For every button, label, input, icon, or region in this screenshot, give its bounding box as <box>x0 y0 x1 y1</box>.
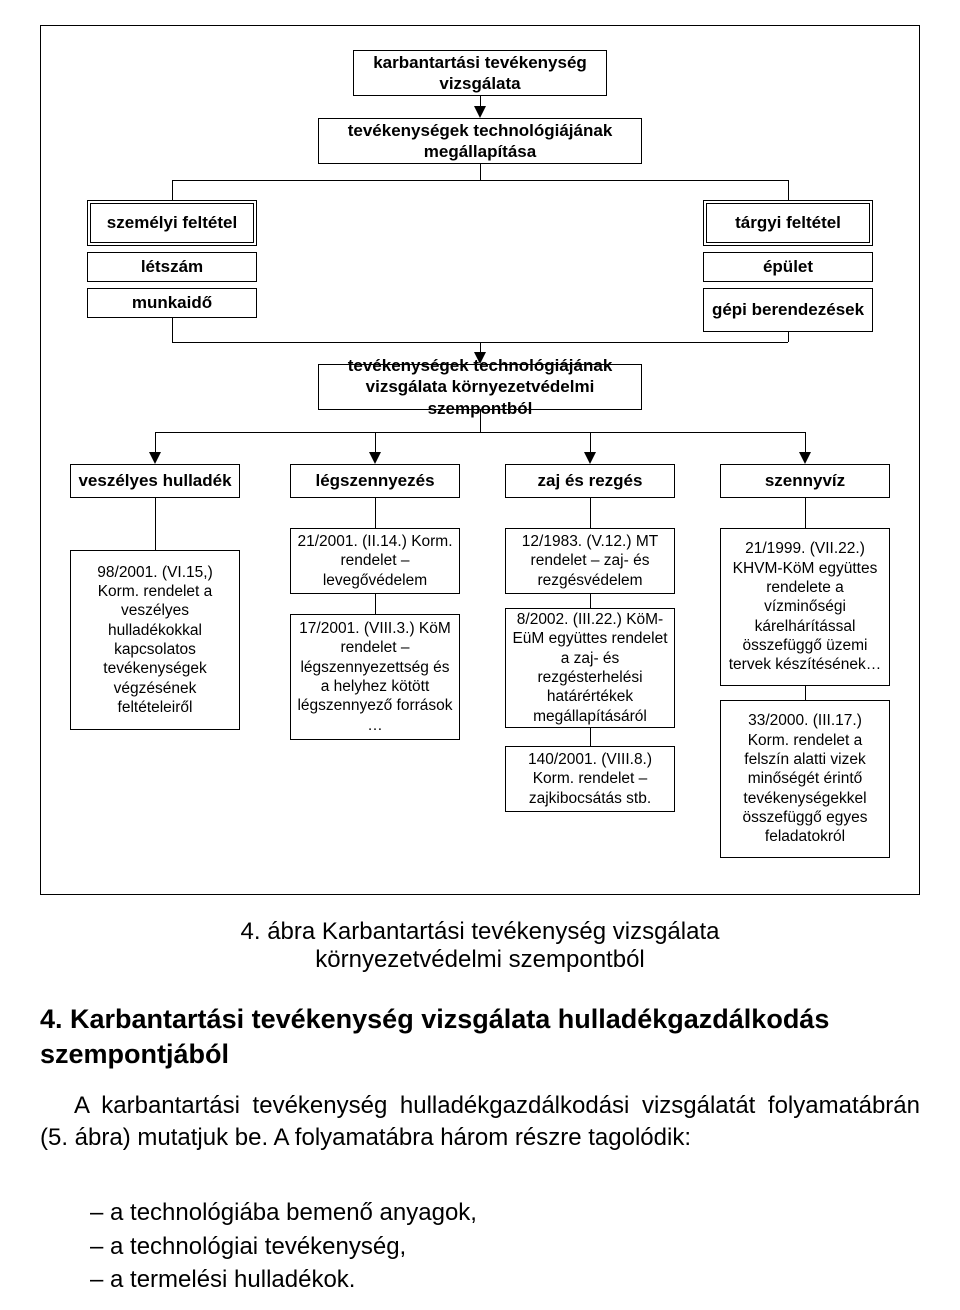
col-header-zaj: zaj és rezgés <box>505 464 675 498</box>
node-label: légszennyezés <box>315 470 434 491</box>
node-label: zaj és rezgés <box>538 470 643 491</box>
col-header-szennyviz: szennyvíz <box>720 464 890 498</box>
detail-text: 21/2001. (II.14.) Korm. rendelet – leveg… <box>297 532 453 590</box>
node-label: munkaidő <box>132 292 212 313</box>
detail-d3c: 140/2001. (VIII.8.) Korm. rendelet – zaj… <box>505 746 675 812</box>
connector <box>590 728 591 746</box>
detail-text: 33/2000. (III.17.) Korm. rendelet a fels… <box>727 711 883 847</box>
col-header-legszennyezes: légszennyezés <box>290 464 460 498</box>
detail-d3a: 12/1983. (V.12.) MT rendelet – zaj- és r… <box>505 528 675 594</box>
connector <box>788 332 789 342</box>
detail-d3b: 8/2002. (III.22.) KöM-EüM együttes rende… <box>505 608 675 728</box>
bullet-list: a technológiába bemenő anyagok, a techno… <box>90 1196 920 1297</box>
connector <box>480 410 481 432</box>
node-letszam: létszám <box>87 252 257 282</box>
bullet-text: a technológiába bemenő anyagok, <box>110 1199 477 1226</box>
connector <box>480 164 481 180</box>
detail-d1: 98/2001. (VI.15,) Korm. rendelet a veszé… <box>70 550 240 730</box>
node-epulet: épület <box>703 252 873 282</box>
node-label: karbantartási tevékenység vizsgálata <box>360 52 600 95</box>
node-karbantartasi: karbantartási tevékenység vizsgálata <box>353 50 607 96</box>
connector <box>155 498 156 550</box>
connector <box>375 498 376 528</box>
arrow <box>369 452 381 464</box>
connector <box>172 318 173 342</box>
node-technologia-vizsgalata: tevékenységek technológiájának vizsgálat… <box>318 364 642 410</box>
node-technologia-megallapitasa: tevékenységek technológiájának megállapí… <box>318 118 642 164</box>
bullet-item: a termelési hulladékok. <box>90 1263 920 1297</box>
detail-text: 8/2002. (III.22.) KöM-EüM együttes rende… <box>512 610 668 726</box>
section-heading: 4. Karbantartási tevékenység vizsgálata … <box>40 1002 920 1072</box>
node-targyi-feltetel: tárgyi feltétel <box>703 200 873 246</box>
connector <box>805 498 806 528</box>
node-munkaido: munkaidő <box>87 288 257 318</box>
connector <box>590 594 591 608</box>
node-label: tevékenységek technológiájának megállapí… <box>325 120 635 163</box>
arrow <box>584 452 596 464</box>
node-label: személyi feltétel <box>107 212 237 233</box>
connector <box>805 686 806 700</box>
detail-d2b: 17/2001. (VIII.3.) KöM rendelet – légsze… <box>290 614 460 740</box>
node-label: létszám <box>141 256 203 277</box>
node-label: szennyvíz <box>765 470 845 491</box>
col-header-veszelyes: veszélyes hulladék <box>70 464 240 498</box>
node-szemelyi-feltetel: személyi feltétel <box>87 200 257 246</box>
connector <box>788 180 789 200</box>
arrow <box>799 452 811 464</box>
detail-d4a: 21/1999. (VII.22.) KHVM-KöM együttes ren… <box>720 528 890 686</box>
body-paragraph: A karbantartási tevékenység hulladékgazd… <box>40 1090 920 1155</box>
bullet-item: a technológiai tevékenység, <box>90 1230 920 1264</box>
connector <box>155 432 805 433</box>
detail-text: 140/2001. (VIII.8.) Korm. rendelet – zaj… <box>512 750 668 808</box>
node-gepi-berendezesek: gépi berendezések <box>703 288 873 332</box>
paragraph-text: A karbantartási tevékenység hulladékgazd… <box>40 1092 920 1151</box>
arrow <box>149 452 161 464</box>
detail-text: 98/2001. (VI.15,) Korm. rendelet a veszé… <box>77 563 233 718</box>
detail-d4b: 33/2000. (III.17.) Korm. rendelet a fels… <box>720 700 890 858</box>
detail-d2a: 21/2001. (II.14.) Korm. rendelet – leveg… <box>290 528 460 594</box>
arrow <box>474 106 486 118</box>
connector <box>172 180 788 181</box>
heading-text: 4. Karbantartási tevékenység vizsgálata … <box>40 1004 829 1069</box>
detail-text: 21/1999. (VII.22.) KHVM-KöM együttes ren… <box>727 539 883 675</box>
connector <box>375 594 376 614</box>
caption-line2: környezetvédelmi szempontból <box>0 946 960 974</box>
detail-text: 17/2001. (VIII.3.) KöM rendelet – légsze… <box>297 619 453 735</box>
node-label: tárgyi feltétel <box>735 212 841 233</box>
bullet-text: a termelési hulladékok. <box>110 1266 355 1293</box>
node-label: gépi berendezések <box>712 299 864 320</box>
detail-text: 12/1983. (V.12.) MT rendelet – zaj- és r… <box>512 532 668 590</box>
connector <box>172 180 173 200</box>
node-label: épület <box>763 256 813 277</box>
bullet-item: a technológiába bemenő anyagok, <box>90 1196 920 1230</box>
figure-caption: 4. ábra Karbantartási tevékenység vizsgá… <box>0 918 960 974</box>
node-label: veszélyes hulladék <box>78 470 231 491</box>
bullet-text: a technológiai tevékenység, <box>110 1233 406 1260</box>
connector <box>590 498 591 528</box>
caption-line1: 4. ábra Karbantartási tevékenység vizsgá… <box>0 918 960 946</box>
